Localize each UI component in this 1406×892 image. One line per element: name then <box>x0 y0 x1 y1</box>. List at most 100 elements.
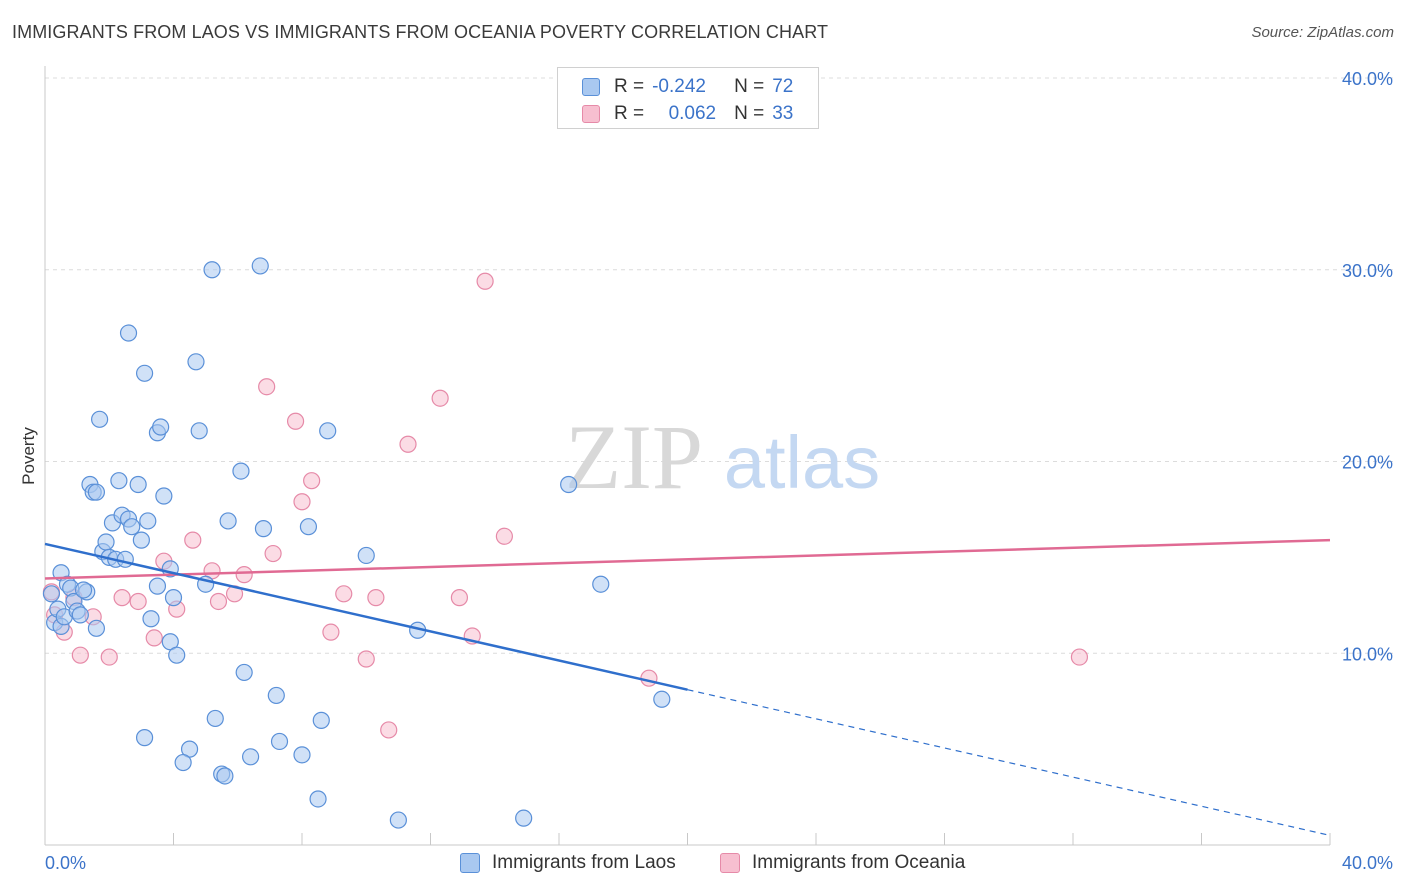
data-point-oceania <box>357 650 375 668</box>
legend-n-value: 33 <box>772 103 794 124</box>
data-point-oceania <box>286 412 305 430</box>
data-point-laos <box>123 518 141 536</box>
data-point-laos <box>97 533 115 551</box>
trend-line-oceania <box>44 538 1331 580</box>
trend-line-laos <box>44 542 688 691</box>
x-tick-label: 40.0% <box>1342 853 1393 873</box>
data-point-laos <box>116 550 134 568</box>
data-point-oceania <box>258 378 276 396</box>
y-axis-label: Poverty <box>19 427 38 485</box>
data-point-laos <box>203 261 221 279</box>
data-point-laos <box>139 512 157 530</box>
legend-n-label: N = <box>734 76 765 97</box>
data-point-oceania <box>71 646 89 664</box>
legend-r-value: -0.242 <box>652 76 706 97</box>
y-tick-label: 40.0% <box>1342 69 1393 89</box>
data-point-laos <box>174 753 192 772</box>
data-point-laos <box>152 418 170 436</box>
watermark: ZIP atlas <box>565 406 880 508</box>
data-point-oceania <box>235 566 253 584</box>
data-point-oceania <box>184 531 202 549</box>
y-tick-label: 20.0% <box>1342 453 1393 473</box>
legend-n-label: N = <box>734 103 765 124</box>
data-point-laos <box>270 732 289 751</box>
y-tick-label: 30.0% <box>1342 261 1393 281</box>
legend-r-value: 0.062 <box>668 103 717 124</box>
bottom-legend-swatch-laos <box>460 853 480 873</box>
data-point-oceania <box>640 669 658 687</box>
data-point-laos <box>216 767 234 785</box>
legend-row-laos: R = -0.242 N = 72 <box>582 75 793 99</box>
data-point-oceania <box>145 629 163 647</box>
data-point-laos <box>190 422 208 440</box>
data-point-laos <box>155 487 173 505</box>
data-point-laos <box>293 746 311 764</box>
series-laos-points <box>42 257 671 829</box>
data-point-oceania <box>1070 648 1089 666</box>
axes <box>44 66 1331 846</box>
data-point-laos <box>87 619 106 637</box>
data-point-oceania <box>322 623 340 641</box>
bottom-legend-label-laos: Immigrants from Laos <box>492 852 676 873</box>
bottom-legend-swatch-oceania <box>720 853 740 873</box>
data-point-laos <box>299 518 318 536</box>
data-point-laos <box>142 610 160 628</box>
bottom-legend-laos: Immigrants from Laos <box>460 852 676 874</box>
data-point-laos <box>129 475 147 494</box>
data-point-oceania <box>293 493 311 511</box>
legend-r-label: R = <box>614 103 645 124</box>
legend-swatch-laos <box>582 78 600 96</box>
tick-labels: 10.0% 20.0% 30.0% 40.0% 0.0% 40.0% <box>45 69 1393 873</box>
data-point-laos <box>251 257 269 275</box>
data-point-laos <box>148 577 167 595</box>
data-point-laos <box>235 663 253 682</box>
data-point-laos <box>74 581 93 599</box>
watermark-zip: ZIP <box>565 406 703 508</box>
data-point-laos <box>560 475 578 494</box>
data-point-laos <box>242 748 260 766</box>
bottom-legend-label-oceania: Immigrants from Oceania <box>752 852 966 873</box>
data-point-laos <box>319 422 337 440</box>
data-point-oceania <box>113 589 131 607</box>
legend-n-value: 72 <box>772 76 794 97</box>
data-point-oceania <box>450 589 469 607</box>
data-point-laos <box>592 575 610 593</box>
data-point-laos <box>309 790 327 808</box>
data-point-oceania <box>399 435 417 453</box>
data-point-laos <box>168 646 186 664</box>
data-point-oceania <box>335 585 353 603</box>
stats-legend: R = -0.242 N = 72 R = 0.062 N = 33 <box>557 67 819 129</box>
bottom-legend-oceania: Immigrants from Oceania <box>720 852 965 874</box>
data-point-laos <box>71 606 89 624</box>
data-point-oceania <box>264 544 282 563</box>
data-point-laos <box>132 531 150 549</box>
data-point-laos <box>135 729 154 747</box>
data-point-laos <box>110 472 128 490</box>
legend-row-oceania: R = 0.062 N = 33 <box>582 102 793 126</box>
data-point-laos <box>187 353 205 371</box>
data-point-oceania <box>367 589 385 607</box>
legend-swatch-oceania <box>582 105 600 123</box>
data-point-laos <box>389 811 407 829</box>
legend-r-label: R = <box>614 76 645 97</box>
data-point-oceania <box>431 389 449 407</box>
y-tick-label: 10.0% <box>1342 644 1393 664</box>
data-point-laos <box>515 809 533 827</box>
data-point-laos <box>267 686 285 705</box>
data-point-laos <box>312 711 330 729</box>
data-point-oceania <box>380 721 398 739</box>
data-point-laos <box>164 589 183 607</box>
data-point-laos <box>357 546 375 565</box>
data-point-laos <box>91 410 109 428</box>
data-point-oceania <box>476 272 494 290</box>
x-tick-label: 0.0% <box>45 853 86 873</box>
data-point-laos <box>87 483 106 501</box>
data-point-laos <box>653 690 671 708</box>
data-point-oceania <box>209 592 228 611</box>
data-point-laos <box>254 520 273 538</box>
data-point-laos <box>206 709 224 728</box>
data-point-laos <box>42 585 61 603</box>
data-point-laos <box>135 364 154 382</box>
watermark-atlas: atlas <box>724 421 880 504</box>
trend-lines <box>44 538 1331 836</box>
